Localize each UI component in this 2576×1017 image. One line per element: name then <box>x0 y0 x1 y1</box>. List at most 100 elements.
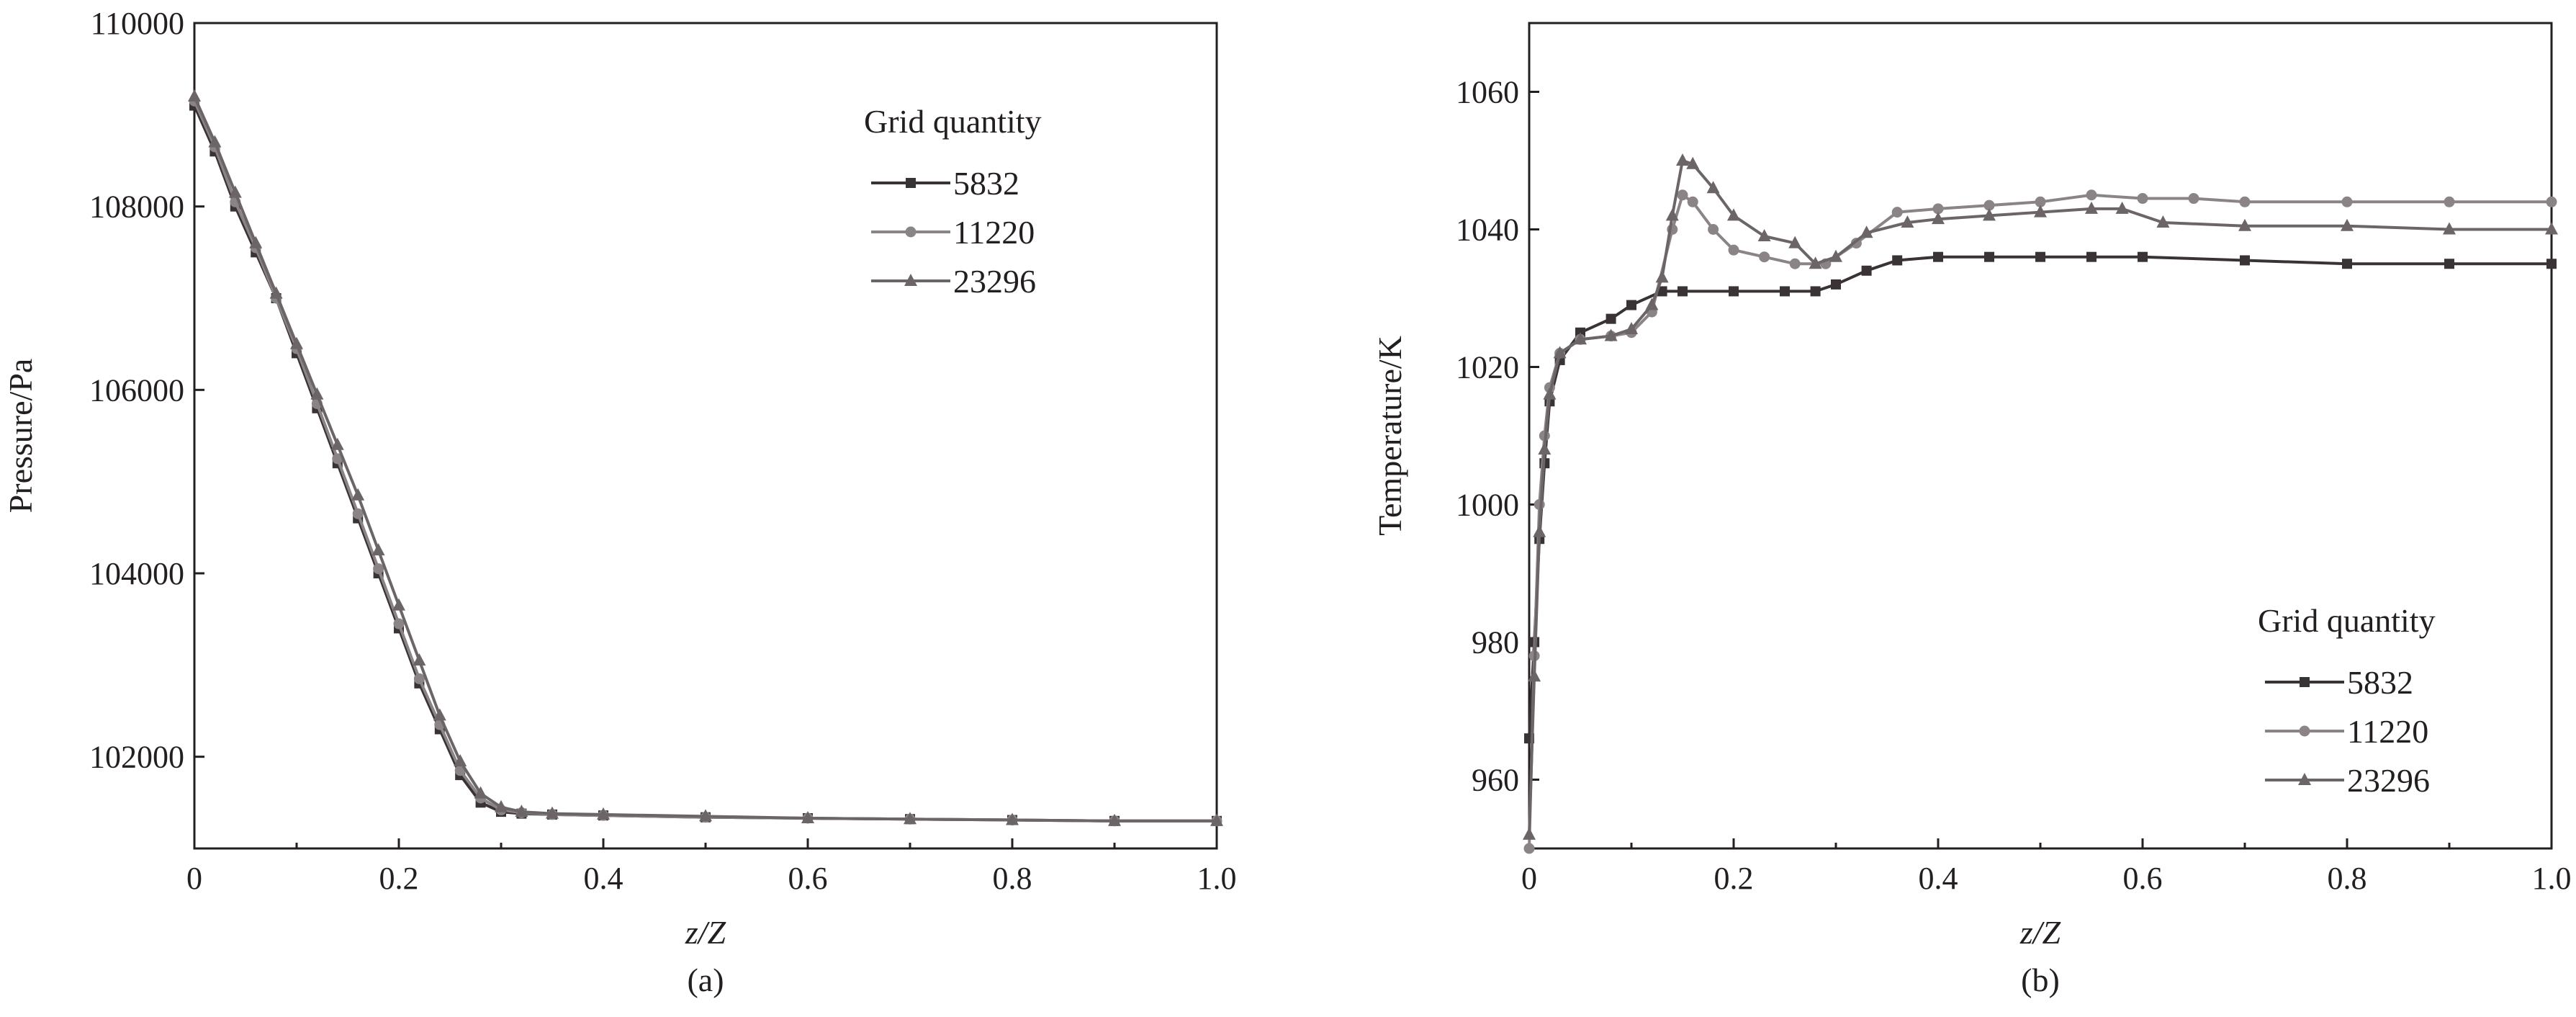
panel-label-b: (b) <box>2021 962 2060 998</box>
legend-marker-b-5832 <box>2300 677 2310 687</box>
data-point-b-11220 <box>1728 244 1739 256</box>
data-point-b-5832 <box>2546 259 2557 269</box>
data-point-b-23296 <box>1829 249 1842 262</box>
legend-label-a-5832: 5832 <box>953 165 1019 202</box>
panel-label-a: (a) <box>687 962 724 998</box>
legend-marker-a-5832 <box>906 178 916 188</box>
data-point-a-23296 <box>290 336 303 349</box>
data-point-b-23296 <box>1757 229 1771 242</box>
data-point-b-23296 <box>1665 208 1679 221</box>
x-tick-label-b-0: 0 <box>1521 861 1537 896</box>
data-point-a-23296 <box>433 708 446 721</box>
legend-label-b-5832: 5832 <box>2347 664 2413 701</box>
data-point-b-23296 <box>1533 524 1546 537</box>
x-tick-label-a-3: 0.6 <box>788 861 828 896</box>
data-point-b-11220 <box>2546 196 2557 207</box>
x-tick-label-b-2: 0.4 <box>1919 861 1958 896</box>
data-point-b-23296 <box>1686 156 1700 169</box>
data-point-a-11220 <box>332 453 343 465</box>
data-point-a-23296 <box>546 806 559 819</box>
data-point-b-23296 <box>2034 205 2047 218</box>
y-tick-label-b-3: 1020 <box>1456 350 1519 385</box>
data-point-b-23296 <box>1676 153 1689 166</box>
data-point-a-23296 <box>454 754 467 767</box>
data-point-b-5832 <box>2342 259 2352 269</box>
legend-label-b-11220: 11220 <box>2347 713 2428 750</box>
data-point-a-23296 <box>495 799 508 812</box>
series-line-a-23296 <box>193 96 1217 823</box>
legend-a: Grid quantity 5832 11220 23296 <box>864 103 1042 300</box>
y-tick-label-a-0: 102000 <box>89 740 184 775</box>
data-point-a-23296 <box>208 135 222 148</box>
data-point-b-11220 <box>2137 193 2148 205</box>
data-point-a-11220 <box>352 508 364 519</box>
data-point-a-23296 <box>310 387 324 400</box>
legend-title-a: Grid quantity <box>864 103 1042 140</box>
y-tick-label-a-4: 110000 <box>91 6 184 41</box>
data-point-a-23296 <box>801 810 814 823</box>
data-point-b-23296 <box>1543 387 1557 400</box>
x-tick-label-a-2: 0.4 <box>584 861 623 896</box>
data-point-b-11220 <box>2086 189 2097 201</box>
legend-label-a-11220: 11220 <box>953 214 1035 251</box>
data-point-a-23296 <box>597 807 610 820</box>
data-point-a-23296 <box>228 185 242 198</box>
data-point-b-5832 <box>1861 265 1872 276</box>
data-point-b-23296 <box>1574 332 1587 345</box>
data-point-a-23296 <box>371 543 385 556</box>
data-point-b-23296 <box>1860 225 1873 238</box>
data-point-b-23296 <box>2238 218 2251 231</box>
data-point-a-11220 <box>373 563 384 575</box>
plot-area-frame-a <box>193 22 1218 850</box>
data-point-b-11220 <box>1523 843 1535 854</box>
data-point-b-11220 <box>1687 196 1698 207</box>
legend-label-b-23296: 23296 <box>2347 762 2430 799</box>
axis-ticks-b: 0 0.2 0.4 0.6 0.8 1.0 960 980 1000 1020 1040 1060 <box>1456 75 2572 897</box>
data-point-a-23296 <box>392 598 405 611</box>
data-point-b-5832 <box>2444 259 2454 269</box>
data-point-b-23296 <box>1809 256 1822 269</box>
data-point-b-5832 <box>1810 286 1821 297</box>
data-point-a-23296 <box>699 809 712 822</box>
data-point-b-11220 <box>2188 193 2199 205</box>
y-axis-title-a: Pressure/Pa <box>2 359 39 514</box>
data-point-b-23296 <box>2341 218 2354 231</box>
data-point-b-23296 <box>1553 346 1567 359</box>
y-tick-label-b-2: 1000 <box>1456 488 1519 523</box>
data-point-b-5832 <box>1657 286 1667 297</box>
data-point-a-23296 <box>249 236 263 248</box>
data-point-b-11220 <box>1932 203 1944 215</box>
x-axis-title-b: z/Z <box>2019 914 2061 951</box>
legend-marker-a-23296 <box>904 274 917 286</box>
data-point-b-23296 <box>2115 201 2129 214</box>
data-point-b-5832 <box>1984 251 1994 262</box>
legend-b: Grid quantity 5832 11220 23296 <box>2258 602 2436 799</box>
data-point-b-23296 <box>1727 208 1740 221</box>
legend-marker-b-11220 <box>2299 725 2310 737</box>
data-point-a-23296 <box>904 812 917 825</box>
data-point-b-23296 <box>2156 215 2170 228</box>
data-point-a-11220 <box>413 673 425 684</box>
x-axis-title-a: z/Z <box>685 914 726 951</box>
data-point-b-5832 <box>1729 286 1739 297</box>
data-point-b-23296 <box>2443 222 2456 235</box>
x-tick-label-b-1: 0.2 <box>1714 861 1754 896</box>
x-tick-label-b-3: 0.6 <box>2123 861 2163 896</box>
data-point-b-11220 <box>2341 196 2353 207</box>
x-tick-label-b-4: 0.8 <box>2328 861 2367 896</box>
y-tick-label-a-1: 104000 <box>89 556 184 591</box>
data-point-b-23296 <box>1655 270 1669 283</box>
legend-marker-b-23296 <box>2298 773 2311 785</box>
data-point-b-23296 <box>1604 328 1618 341</box>
data-point-a-23296 <box>269 286 283 299</box>
panel-a: 0 0.2 0.4 0.6 0.8 1.0 102000 104000 106000 108000… <box>2 6 1237 998</box>
data-point-b-23296 <box>1706 181 1720 194</box>
data-point-b-11220 <box>1891 207 1903 218</box>
data-point-b-23296 <box>1788 236 1802 248</box>
data-point-b-23296 <box>1538 442 1552 455</box>
series-line-b-23296 <box>1528 158 2552 835</box>
data-point-b-11220 <box>1759 251 1770 263</box>
data-point-b-5832 <box>1606 313 1616 324</box>
data-point-b-11220 <box>2239 196 2251 207</box>
